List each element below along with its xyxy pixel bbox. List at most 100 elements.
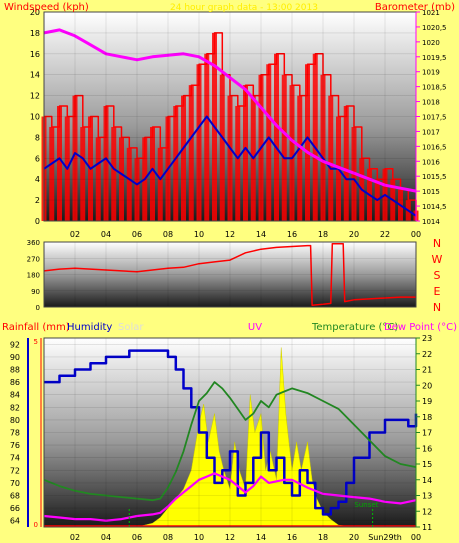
wind-direction-line — [43, 243, 416, 306]
wind-x-tick-label: 02 — [70, 230, 80, 239]
barometer-line — [43, 28, 417, 193]
humidity-y-tick-label: 74 — [10, 454, 20, 463]
direction-plot-frame — [43, 241, 417, 308]
wind-x-tick-label: 14 — [256, 230, 266, 239]
temp-y-tick-label: 11 — [422, 523, 432, 532]
wind-y-tick-label: 2 — [35, 196, 40, 205]
wind-y-tick-label: 20 — [30, 8, 40, 17]
rain-y-tick-label: 5 — [34, 338, 38, 346]
direction-y-tick-label: 90 — [31, 288, 40, 296]
wind-y-tick-label: 4 — [35, 175, 40, 184]
baro-y-tick-label: 1020 — [422, 39, 440, 47]
compass-label: S — [434, 269, 441, 282]
humidity-y-tick-label: 76 — [10, 441, 20, 450]
humidity-y-tick-label: 72 — [10, 466, 20, 475]
windspeed-axis-label: Windspeed (kph) — [4, 2, 89, 13]
compass-label: E — [434, 285, 441, 298]
climate-x-tick-label: 04 — [101, 533, 111, 542]
wind-x-tick-label: 18 — [318, 230, 328, 239]
humidity-axis-label: Humidity — [67, 322, 112, 333]
humidity-y-tick-label: 92 — [10, 340, 20, 349]
climate-x-tick-label: 14 — [256, 533, 266, 542]
temp-y-tick-label: 12 — [422, 507, 432, 516]
temp-y-tick-label: 15 — [422, 460, 432, 469]
climate-x-tick-label: 08 — [163, 533, 173, 542]
sunset-label: Sunset — [354, 501, 378, 509]
humidity-y-tick-label: 80 — [10, 416, 20, 425]
humidity-y-tick-label: 84 — [10, 391, 20, 400]
wind-y-tick-label: 16 — [30, 50, 40, 59]
wind-line — [44, 32, 417, 211]
temp-y-tick-label: 20 — [422, 381, 432, 390]
wind-y-tick-label: 8 — [35, 133, 40, 142]
wind-x-tick-label: 12 — [225, 230, 235, 239]
wind-x-tick-label: 16 — [287, 230, 297, 239]
baro-y-tick-label: 1014 — [422, 218, 440, 226]
wind-x-tick-label: 04 — [101, 230, 111, 239]
climate-x-tick-label: 18 — [318, 533, 328, 542]
baro-y-tick-label: 1019 — [422, 69, 440, 77]
baro-y-tick-label: 1019,5 — [422, 54, 447, 62]
humidity-y-tick-label: 66 — [10, 504, 20, 513]
humidity-y-tick-label: 86 — [10, 378, 20, 387]
humidity-y-tick-label: 64 — [10, 517, 20, 526]
humidity-line — [44, 349, 418, 516]
compass-label: N — [433, 237, 441, 250]
temp-y-tick-label: 21 — [422, 366, 432, 375]
baro-y-tick-label: 1020,5 — [422, 24, 447, 32]
temp-y-tick-label: 14 — [422, 476, 432, 485]
dewpoint-axis-label: Dew Point (°C) — [384, 322, 457, 333]
temp-y-tick-label: 22 — [422, 350, 432, 359]
rain-y-tick-label: 0 — [34, 521, 38, 529]
compass-label: W — [432, 253, 443, 266]
humidity-y-tick-label: 70 — [10, 479, 20, 488]
wind-y-tick-label: 10 — [30, 113, 40, 122]
wind-x-tick-label: 10 — [194, 230, 204, 239]
barometer-axis-label: Barometer (mb) — [375, 2, 455, 13]
baro-y-tick-label: 1018 — [422, 99, 440, 107]
direction-y-tick-label: 0 — [36, 304, 40, 312]
baro-y-tick-label: 1016,5 — [422, 143, 447, 151]
compass-label: N — [433, 301, 441, 314]
temp-y-tick-label: 19 — [422, 397, 432, 406]
wind-y-tick-label: 14 — [30, 71, 40, 80]
direction-y-tick-label: 270 — [27, 255, 40, 263]
wind-x-tick-label: 20 — [349, 230, 359, 239]
direction-y-tick-label: 180 — [27, 272, 40, 280]
baro-y-tick-label: 1014,5 — [422, 203, 447, 211]
wind-y-tick-label: 6 — [35, 154, 40, 163]
wind-avg-line — [43, 115, 417, 217]
climate-x-tick-label: 16 — [287, 533, 297, 542]
climate-x-tick-label: 06 — [132, 533, 142, 542]
temperature-line — [43, 381, 417, 502]
climate-x-tick-label: 12 — [225, 533, 235, 542]
baro-y-tick-label: 1017,5 — [422, 114, 447, 122]
baro-y-tick-label: 1017 — [422, 128, 440, 136]
temp-y-tick-label: 18 — [422, 413, 432, 422]
climate-x-tick-label: 02 — [70, 533, 80, 542]
baro-y-tick-label: 1015 — [422, 188, 440, 196]
direction-y-tick-label: 360 — [27, 239, 40, 247]
humidity-y-tick-label: 88 — [10, 366, 20, 375]
temp-y-tick-label: 23 — [422, 334, 432, 343]
temp-y-tick-label: 13 — [422, 492, 432, 501]
humidity-y-tick-label: 82 — [10, 403, 20, 412]
direction-plot-area — [44, 242, 416, 307]
climate-x-tick-label: 00 — [411, 533, 421, 542]
baro-y-tick-label: 1016 — [422, 158, 440, 166]
temperature-axis-label: Temperature (°C) — [311, 322, 398, 333]
wind-x-tick-label: 22 — [380, 230, 390, 239]
climate-x-tick-label: 10 — [194, 533, 204, 542]
chart-title: 24 hour graph data - 13:00 2013 — [170, 3, 318, 13]
wind-x-tick-label: 06 — [132, 230, 142, 239]
rainfall-axis-label: Rainfall (mm) — [2, 322, 70, 333]
temp-y-tick-label: 16 — [422, 444, 432, 453]
baro-y-tick-label: 1015,5 — [422, 173, 447, 181]
uv-axis-label: UV — [248, 322, 262, 333]
wind-y-tick-label: 18 — [30, 29, 40, 38]
baro-y-tick-label: 1021 — [422, 9, 440, 17]
wind-x-tick-label: 00 — [411, 230, 421, 239]
humidity-y-tick-label: 90 — [10, 353, 20, 362]
solar-axis-label: Solar — [118, 322, 144, 333]
